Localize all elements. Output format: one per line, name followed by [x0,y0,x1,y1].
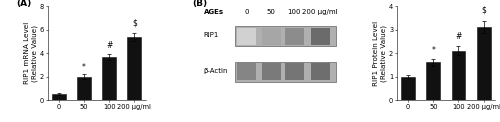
Y-axis label: RIP1 Protein Level
(Relative Value): RIP1 Protein Level (Relative Value) [373,20,387,86]
Text: 200 μg/ml: 200 μg/ml [302,9,338,15]
Bar [452,51,466,100]
Text: AGEs: AGEs [204,9,225,15]
Bar [77,77,91,100]
Bar [234,61,336,82]
Text: 0: 0 [244,9,249,15]
Bar [234,26,336,46]
Bar [426,62,440,100]
Bar [310,28,330,45]
Bar [262,28,281,45]
Bar [285,28,304,45]
Text: β-Actin: β-Actin [204,68,228,74]
Text: (A): (A) [16,0,32,8]
Bar [238,28,256,45]
Text: #: # [456,32,462,41]
Text: #: # [106,41,112,50]
Y-axis label: RIP1 mRNA Level
(Relative Value): RIP1 mRNA Level (Relative Value) [24,22,38,84]
Bar [238,63,256,80]
Text: *: * [82,63,86,72]
Bar [52,94,66,100]
Text: (B): (B) [192,0,208,8]
Bar [128,37,141,100]
Bar [262,63,281,80]
Text: $: $ [132,19,137,28]
Text: *: * [432,46,435,55]
Bar [401,77,415,100]
Bar [285,63,304,80]
Bar [476,27,490,100]
Bar [102,57,116,100]
Text: RIP1: RIP1 [204,32,219,38]
Text: 100: 100 [288,9,301,15]
Text: $: $ [481,6,486,15]
Text: 50: 50 [267,9,276,15]
Bar [310,63,330,80]
